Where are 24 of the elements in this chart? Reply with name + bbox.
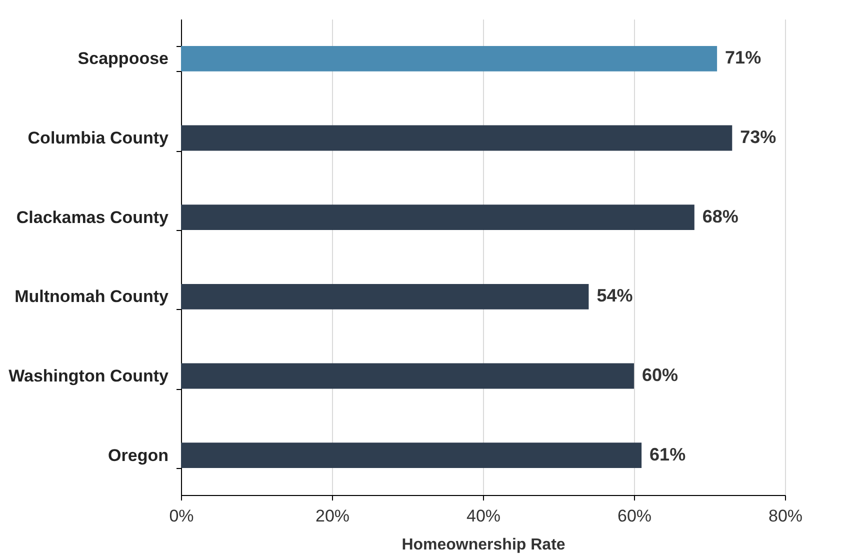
x-tick-label: 20% — [315, 506, 350, 526]
x-tick-label: 80% — [768, 506, 803, 526]
data-label: 73% — [740, 127, 776, 147]
x-axis-title: Homeownership Rate — [402, 536, 566, 554]
y-tick-label: Scappoose — [78, 49, 168, 68]
data-label: 71% — [725, 48, 762, 68]
data-label: 61% — [650, 444, 686, 464]
bar — [181, 125, 732, 151]
y-tick-label: Washington County — [8, 366, 170, 386]
x-tick-label: 40% — [466, 506, 501, 526]
bar — [181, 442, 642, 468]
x-tick-label: 60% — [617, 506, 652, 526]
bar — [181, 46, 718, 72]
bar — [181, 204, 694, 230]
y-tick-label: Oregon — [108, 446, 168, 465]
data-label: 54% — [596, 286, 633, 306]
data-label: 68% — [702, 206, 738, 226]
x-tick-label: 0% — [169, 506, 194, 526]
y-tick-label: Multnomah County — [14, 287, 170, 306]
bar — [181, 284, 589, 310]
y-tick-label: Columbia County — [28, 128, 170, 148]
bar — [181, 363, 634, 389]
data-label: 60% — [642, 365, 678, 385]
y-tick-label: Clackamas County — [16, 208, 170, 227]
